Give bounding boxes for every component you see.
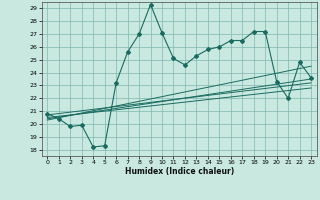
X-axis label: Humidex (Indice chaleur): Humidex (Indice chaleur)	[124, 167, 234, 176]
